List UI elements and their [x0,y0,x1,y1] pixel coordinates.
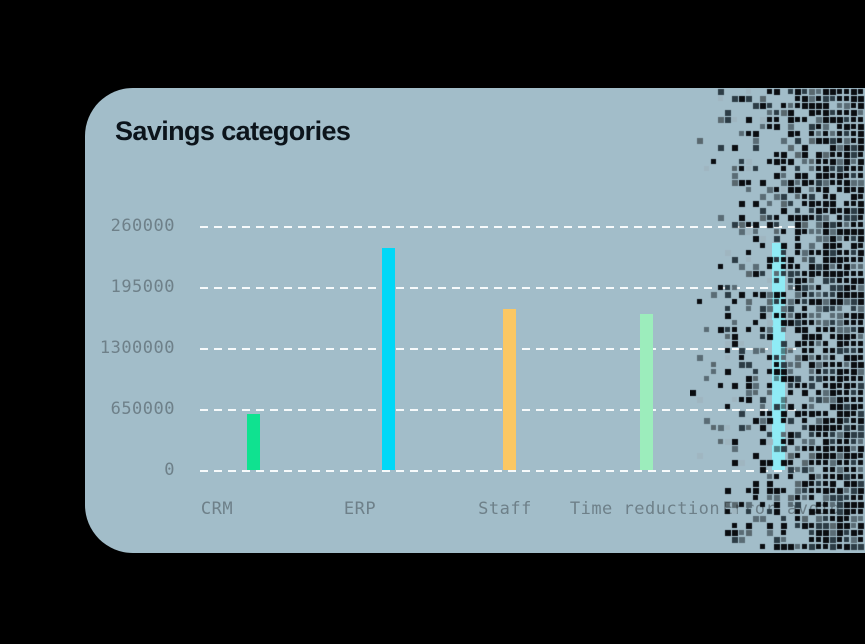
grid-row: 1300000 [85,338,865,358]
y-axis-label: 650000 [110,399,175,419]
y-axis-label: 1300000 [99,338,175,358]
grid-row: 650000 [85,399,865,419]
y-axis-label: 0 [164,460,175,480]
gridline [200,226,800,228]
grid-row: 195000 [85,277,865,297]
chart-title: Savings categories [115,116,351,146]
gridline [200,348,800,350]
x-axis-label: Staff [478,499,532,519]
pixel-dissolve-effect [690,88,865,553]
gridline [200,287,800,289]
bar-time-reduction [640,314,653,470]
grid-row: 260000 [85,216,865,236]
grid-row: 0 [85,460,865,480]
y-axis-label: 260000 [110,216,175,236]
y-axis-label: 195000 [110,277,175,297]
bar-staff [503,309,516,470]
x-axis-label: Time reduction [569,499,721,519]
gridline [200,409,800,411]
gridline [200,470,800,472]
bar-crm [247,414,260,470]
bar-erp [382,248,395,470]
x-axis-label: CRM [200,499,234,519]
x-axis-label: ERP [343,499,377,519]
